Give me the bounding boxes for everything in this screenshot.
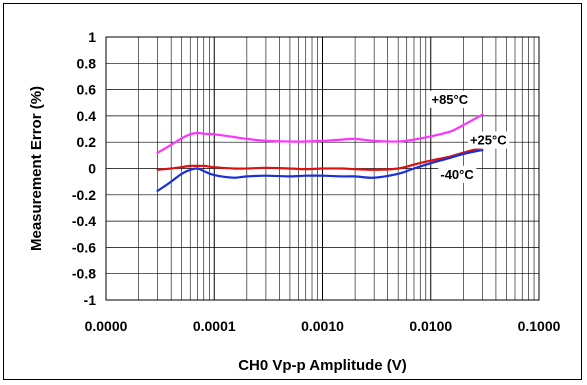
series-line — [156, 149, 484, 192]
y-tick-label: -0.6 — [72, 239, 96, 255]
y-tick-label: -0.2 — [72, 187, 96, 203]
annotation-background — [429, 90, 471, 108]
series-annotation: +25°C — [467, 131, 510, 149]
y-tick-label: 0 — [88, 161, 96, 177]
series-line — [156, 113, 484, 154]
tick-labels: -1 -0.8 -0.6 -0.4 -0.2 0 0.2 0.4 0.6 0.8 1 0.0000 0.… — [72, 29, 561, 334]
y-tick-label: 1 — [88, 29, 96, 45]
y-tick-label: -0.8 — [72, 266, 96, 282]
annotation-background — [438, 165, 477, 183]
plot-area — [105, 36, 540, 301]
y-tick-label: 0.8 — [77, 55, 97, 71]
annotation-background — [467, 131, 510, 149]
x-tick-label: 0.1000 — [518, 318, 561, 334]
series-lines — [156, 113, 484, 192]
x-tick-label: 0.0100 — [409, 318, 452, 334]
y-tick-label: -0.4 — [72, 213, 96, 229]
y-tick-label: 0.4 — [77, 108, 97, 124]
series-annotation: -40°C — [438, 165, 477, 183]
annotation-label: +25°C — [470, 133, 507, 148]
y-tick-label: 0.2 — [77, 134, 97, 150]
x-tick-label: 0.0001 — [193, 318, 236, 334]
y-tick-label: 0.6 — [77, 82, 97, 98]
annotation-label: +85°C — [431, 92, 468, 107]
series-annotation: +85°C — [429, 90, 471, 108]
series-annotations: +85°C +25°C -40°C — [429, 90, 510, 183]
x-axis-label: CH0 Vp-p Amplitude (V) — [238, 357, 407, 374]
annotation-label: -40°C — [440, 167, 474, 182]
x-tick-label: 0.0000 — [85, 318, 128, 334]
series-line — [156, 146, 484, 171]
y-tick-label: -1 — [84, 292, 97, 308]
chart-frame — [3, 3, 582, 380]
y-axis-label: Measurement Error (%) — [28, 86, 45, 251]
x-tick-label: 0.0010 — [301, 318, 344, 334]
